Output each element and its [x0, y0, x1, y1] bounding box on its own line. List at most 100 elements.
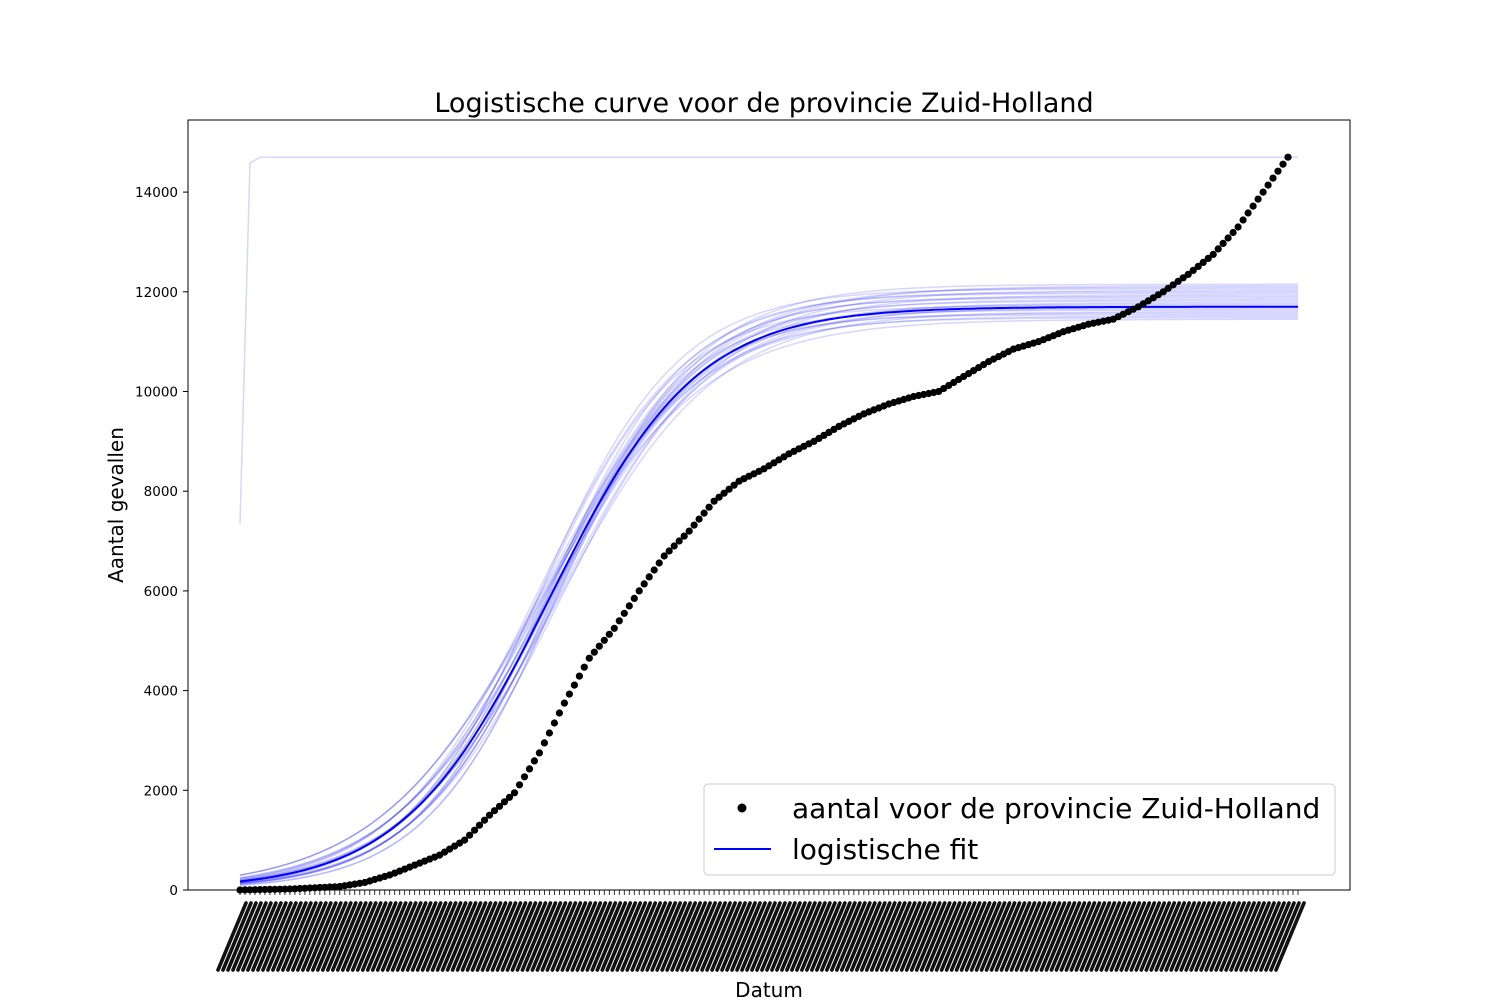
x-tick-label-mark: [1119, 901, 1152, 972]
x-tick-label-mark: [864, 901, 897, 972]
x-tick-label-mark: [1014, 901, 1047, 972]
x-tick-label-mark: [515, 901, 548, 972]
data-point: [680, 532, 688, 540]
x-tick-label-mark: [530, 901, 563, 972]
x-tick-label-mark: [1044, 901, 1077, 972]
x-tick-label-mark: [745, 901, 777, 972]
x-tick-label-mark: [316, 901, 348, 972]
data-point: [471, 826, 479, 834]
x-tick-label-mark: [869, 901, 902, 972]
x-tick-label-mark: [1079, 901, 1112, 972]
bootstrap-fit-line: [239, 288, 1298, 884]
x-tick-label-mark: [924, 901, 957, 972]
bootstrap-fit-line: [239, 285, 1298, 876]
x-tick-label-mark: [236, 901, 268, 972]
data-point: [585, 654, 593, 662]
x-tick-label-mark: [340, 901, 373, 972]
y-tick-label: 8000: [144, 484, 178, 500]
x-tick-label-mark: [460, 901, 493, 972]
y-tick-label: 4000: [144, 684, 178, 700]
x-axis-label: Datum: [735, 978, 803, 1000]
x-tick-label-mark: [246, 901, 278, 972]
x-tick-label-mark: [375, 901, 408, 972]
data-point: [1189, 266, 1197, 274]
data-point: [1209, 250, 1217, 258]
data-point: [620, 609, 628, 617]
x-tick-label-mark: [660, 901, 692, 972]
x-tick-label-mark: [889, 901, 922, 972]
x-tick-label-mark: [560, 901, 593, 972]
bootstrap-fit-line: [239, 289, 1299, 879]
data-point: [1174, 277, 1182, 285]
data-point: [505, 793, 514, 801]
data-point: [1169, 281, 1177, 289]
x-tick-label-mark: [216, 901, 248, 972]
x-tick-label-mark: [1184, 901, 1216, 972]
x-tick-label-mark: [1239, 901, 1271, 972]
x-tick-label-mark: [835, 901, 867, 972]
x-tick-label-mark: [899, 901, 932, 972]
data-point: [555, 709, 564, 717]
data-point: [640, 580, 648, 588]
data-point: [276, 885, 284, 893]
legend-box: [703, 783, 1336, 876]
x-tick-label-mark: [1004, 901, 1037, 972]
x-tick-label-mark: [790, 901, 822, 972]
x-tick-label-mark: [810, 901, 842, 972]
x-tick-label-mark: [770, 901, 802, 972]
bootstrap-fit-line: [239, 295, 1298, 883]
x-tick-label-mark: [291, 901, 323, 972]
x-tick-label-mark: [480, 901, 513, 972]
x-tick-label-mark: [221, 901, 253, 972]
data-point: [1224, 234, 1232, 242]
data-point: [485, 811, 494, 819]
x-tick-label-mark: [1109, 901, 1142, 972]
data-point: [625, 602, 633, 610]
x-tick-label-mark: [395, 901, 428, 972]
x-tick-label-mark: [625, 901, 658, 972]
data-point: [1229, 228, 1237, 237]
x-tick-label-mark: [271, 901, 303, 972]
x-tick-label-mark: [989, 901, 1022, 972]
x-tick-label-mark: [276, 901, 308, 972]
x-tick-label-mark: [570, 901, 603, 972]
x-tick-label-mark: [1264, 901, 1296, 972]
x-tick-label-mark: [695, 901, 727, 972]
x-tick-label-mark: [600, 901, 633, 972]
x-tick-label-mark: [1089, 901, 1122, 972]
x-tick-label-mark: [1159, 901, 1192, 972]
y-tick-label: 2000: [144, 783, 178, 799]
x-tick-label-mark: [775, 901, 807, 972]
x-tick-label-mark: [555, 901, 588, 972]
x-tick-label-mark: [755, 901, 787, 972]
x-tick-label-mark: [450, 901, 483, 972]
y-tick-label: 10000: [135, 385, 178, 401]
data-point: [720, 489, 728, 497]
x-tick-label-mark: [500, 901, 533, 972]
x-tick-label-mark: [550, 901, 583, 972]
x-tick-label-mark: [750, 901, 782, 972]
x-tick-label-mark: [680, 901, 712, 972]
x-tick-label-mark: [1249, 901, 1281, 972]
x-tick-label-mark: [700, 901, 732, 972]
x-tick-label-mark: [495, 901, 528, 972]
data-point: [630, 594, 638, 603]
x-tick-label-mark: [580, 901, 613, 972]
x-tick-label-mark: [420, 901, 453, 972]
data-point: [580, 663, 588, 671]
x-tick-label-mark: [1229, 901, 1261, 972]
logistic-fit-line: [239, 305, 1298, 883]
data-point: [600, 636, 608, 644]
x-tick-label-mark: [939, 901, 972, 972]
y-axis-label: Aantal gevallen: [104, 427, 128, 583]
x-tick-label-mark: [545, 901, 578, 972]
x-tick-label-mark: [874, 901, 907, 972]
bootstrap-fit-line: [239, 301, 1298, 876]
bootstrap-fit-line: [239, 298, 1298, 880]
x-tick-label-mark: [410, 901, 443, 972]
x-tick-label-mark: [385, 901, 418, 972]
x-tick-label-mark: [306, 901, 338, 972]
data-point: [1204, 254, 1212, 262]
x-tick-label-mark: [1069, 901, 1102, 972]
x-tick-label-mark: [715, 901, 747, 972]
